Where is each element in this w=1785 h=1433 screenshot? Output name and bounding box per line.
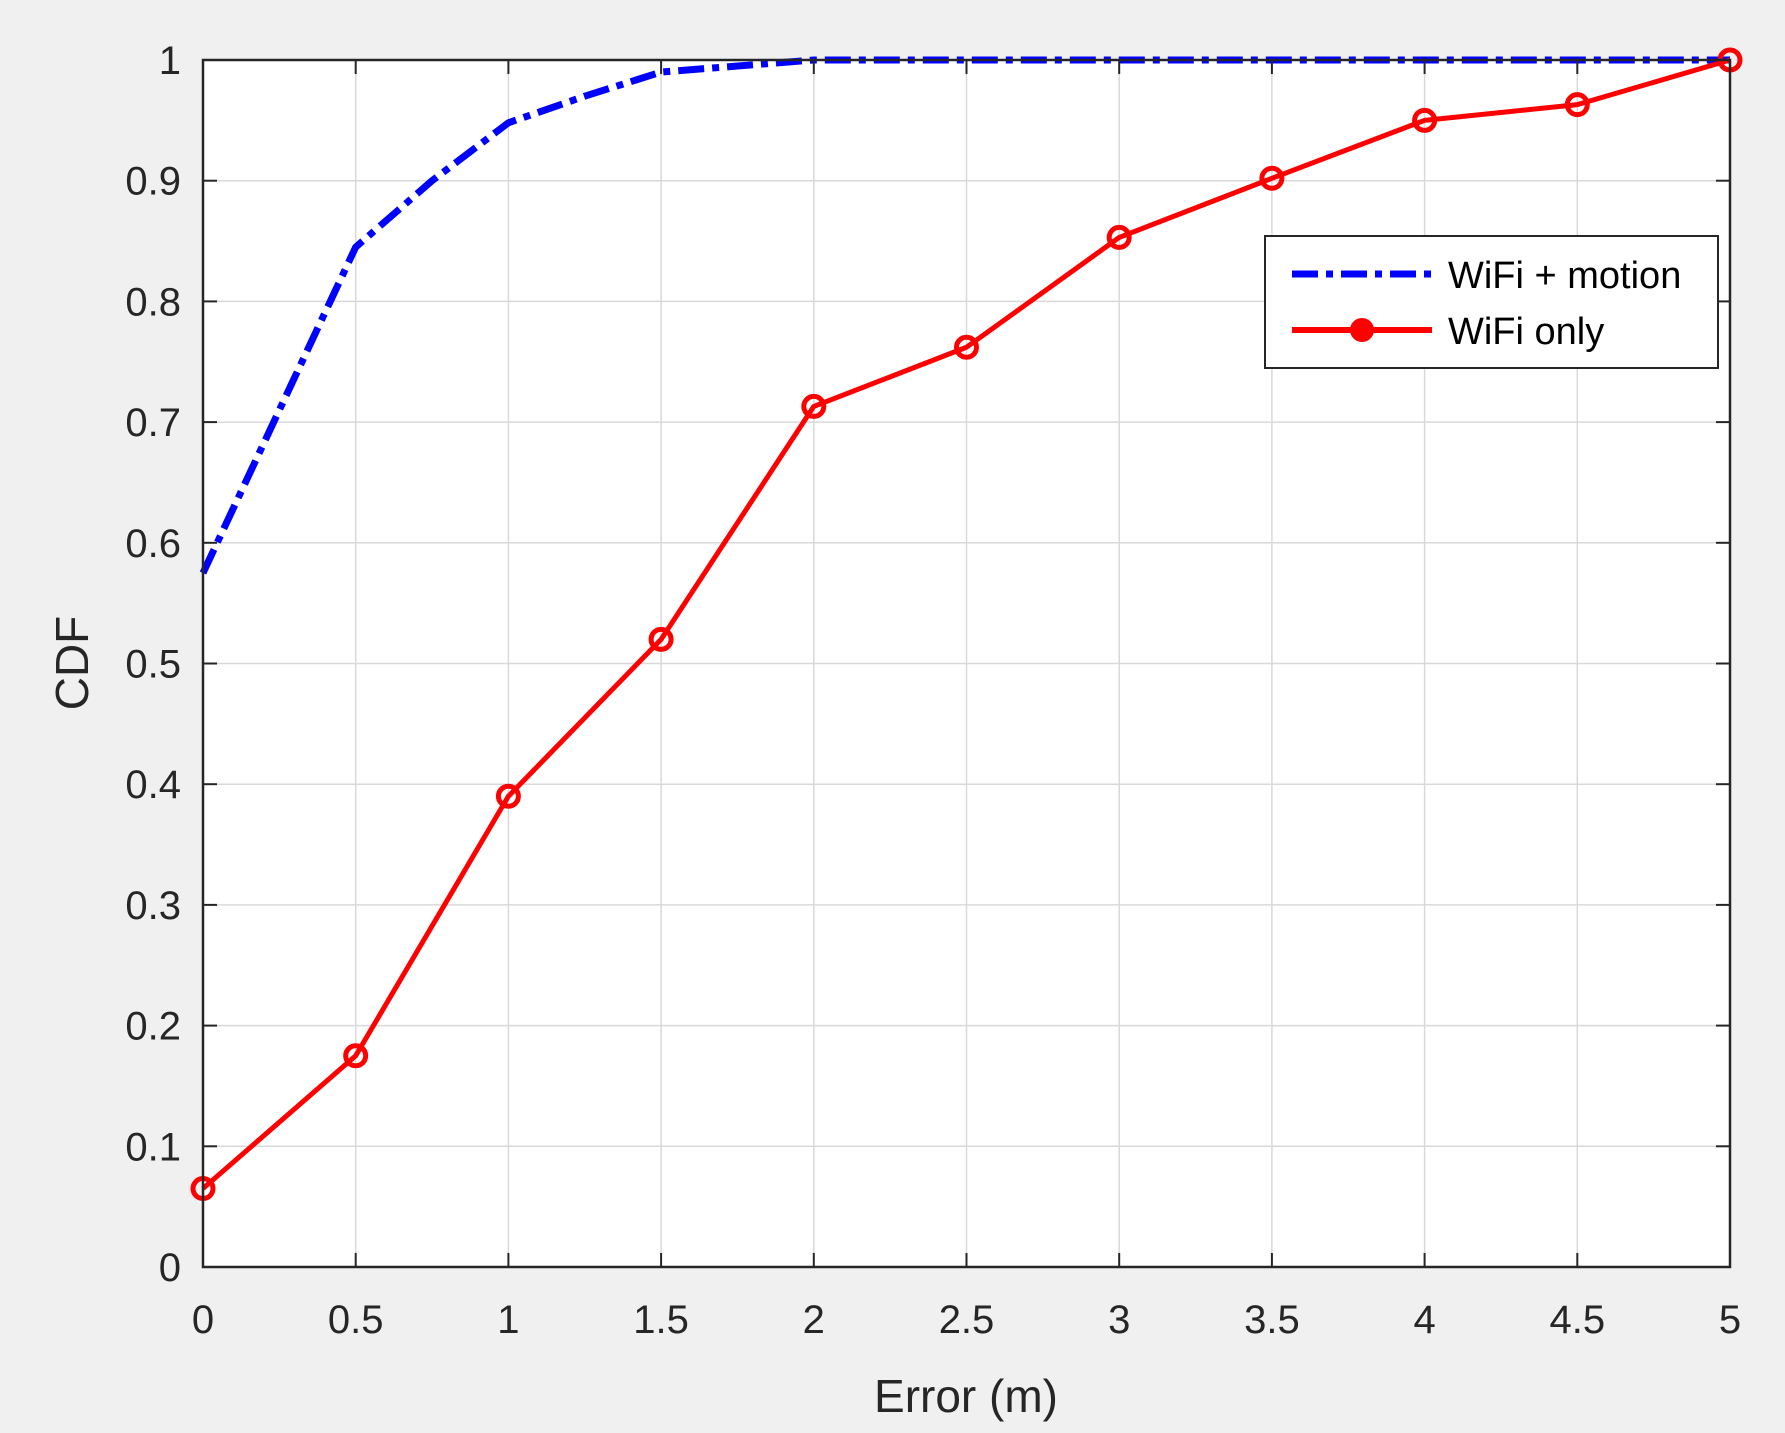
legend: WiFi + motion WiFi only: [1264, 235, 1719, 369]
y-tick-label: 0.3: [125, 884, 181, 928]
x-tick-label: 3: [1108, 1298, 1130, 1342]
data-point-wifi-only: [1412, 107, 1438, 133]
x-tick-label: 5: [1719, 1298, 1741, 1342]
x-tick-label: 0.5: [328, 1298, 384, 1342]
legend-label-wifi-only: WiFi only: [1448, 311, 1604, 353]
data-point-wifi-only: [343, 1043, 369, 1069]
y-tick-label: 0.1: [125, 1125, 181, 1169]
y-tick-label: 0.6: [125, 522, 181, 566]
y-tick-label: 0.9: [125, 160, 181, 204]
legend-marker-wifi-only: [1350, 318, 1374, 342]
y-tick-label: 0.4: [125, 763, 181, 807]
y-tick-label: 1: [159, 39, 181, 83]
data-point-wifi-only: [801, 393, 827, 419]
y-tick-label: 0.5: [125, 643, 181, 687]
y-axis-label: CDF: [46, 616, 98, 711]
x-tick-label: 1.5: [633, 1298, 689, 1342]
data-point-wifi-only: [1106, 224, 1132, 250]
x-tick-label: 1: [497, 1298, 519, 1342]
data-point-wifi-only: [495, 783, 521, 809]
data-point-wifi-only: [1564, 92, 1590, 118]
x-tick-labels: 0 0.5 1 1.5 2 2.5 3 3.5 4 4.5 5: [192, 1298, 1741, 1342]
series-line-wifi-only: [201, 57, 1731, 1191]
y-tick-label: 0.7: [125, 401, 181, 445]
x-tick-label: 2: [803, 1298, 825, 1342]
ticks: [202, 59, 1731, 1268]
y-tick-label: 0.8: [125, 280, 181, 324]
legend-box: [1264, 235, 1719, 369]
x-axis-label: Error (m): [874, 1370, 1058, 1422]
data-point-wifi-only: [1259, 165, 1285, 191]
legend-label-wifi-motion: WiFi + motion: [1448, 255, 1681, 297]
data-point-wifi-only: [648, 626, 674, 652]
x-tick-label: 4.5: [1549, 1298, 1605, 1342]
x-tick-label: 4: [1413, 1298, 1435, 1342]
x-tick-label: 0: [192, 1298, 214, 1342]
data-point-wifi-only: [954, 334, 979, 360]
y-tick-labels: 0 0.1 0.2 0.3 0.4 0.5 0.6 0.7 0.8 0.9 1: [125, 39, 181, 1290]
y-tick-label: 0: [159, 1246, 181, 1290]
x-tick-label: 3.5: [1244, 1298, 1300, 1342]
x-tick-label: 2.5: [939, 1298, 995, 1342]
y-tick-label: 0.2: [125, 1005, 181, 1049]
